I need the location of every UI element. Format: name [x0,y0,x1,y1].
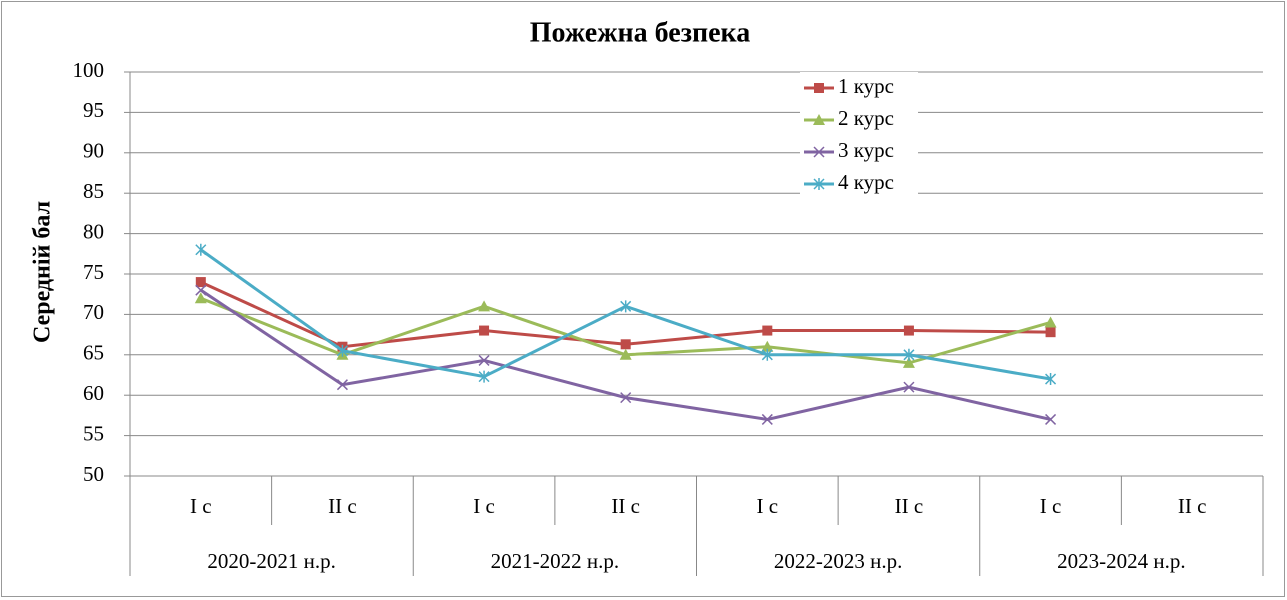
marker [903,381,915,393]
group-label: 2021-2022 н.р. [491,549,619,573]
marker [814,83,824,93]
marker [195,277,206,288]
legend-label: 4 курс [838,170,894,194]
x-tick-label: II с [611,494,640,518]
x-tick-label: I с [757,494,779,518]
marker [194,292,207,304]
x-tick-label: II с [895,494,924,518]
marker [336,379,348,391]
marker [620,300,632,313]
group-label: 2023-2024 н.р. [1057,549,1185,573]
y-tick-label: 95 [83,98,104,122]
y-tick-label: 60 [83,381,104,405]
marker [813,178,825,190]
marker [619,348,632,360]
marker [479,325,490,336]
marker [1045,373,1057,386]
marker [195,243,207,256]
group-label: 2020-2021 н.р. [207,549,335,573]
y-tick-label: 85 [83,179,104,203]
y-tick-label: 75 [83,260,104,284]
marker [336,344,348,357]
x-tick-label: I с [1040,494,1062,518]
marker [761,340,774,352]
x-tick-label: II с [328,494,357,518]
y-tick-label: 50 [83,462,104,486]
marker [1044,316,1057,328]
marker [620,392,632,404]
marker [903,325,914,336]
legend-label: 3 курс [838,138,894,162]
marker [761,413,773,425]
x-tick-label: I с [190,494,212,518]
y-tick-label: 90 [83,139,104,163]
marker [478,370,490,383]
y-tick-label: 65 [83,341,104,365]
marker [762,325,773,336]
x-tick-label: I с [473,494,495,518]
y-axis-label: Середній бал [30,201,56,343]
marker [1045,327,1056,338]
y-tick-label: 80 [83,219,104,243]
group-label: 2022-2023 н.р. [774,549,902,573]
chart-title: Пожежна безпека [530,17,750,48]
marker [478,300,491,312]
marker [1045,413,1057,425]
marker [813,114,825,125]
marker [478,354,490,366]
y-tick-label: 100 [73,58,105,82]
y-tick-label: 70 [83,300,104,324]
marker [620,339,631,350]
marker [903,348,915,361]
x-tick-label: II с [1178,494,1207,518]
marker [813,146,825,158]
legend-label: 2 курс [838,106,894,130]
legend-label: 1 курс [838,74,894,98]
marker [761,348,773,361]
marker [902,356,915,368]
marker [195,284,207,296]
y-tick-label: 55 [83,421,104,445]
